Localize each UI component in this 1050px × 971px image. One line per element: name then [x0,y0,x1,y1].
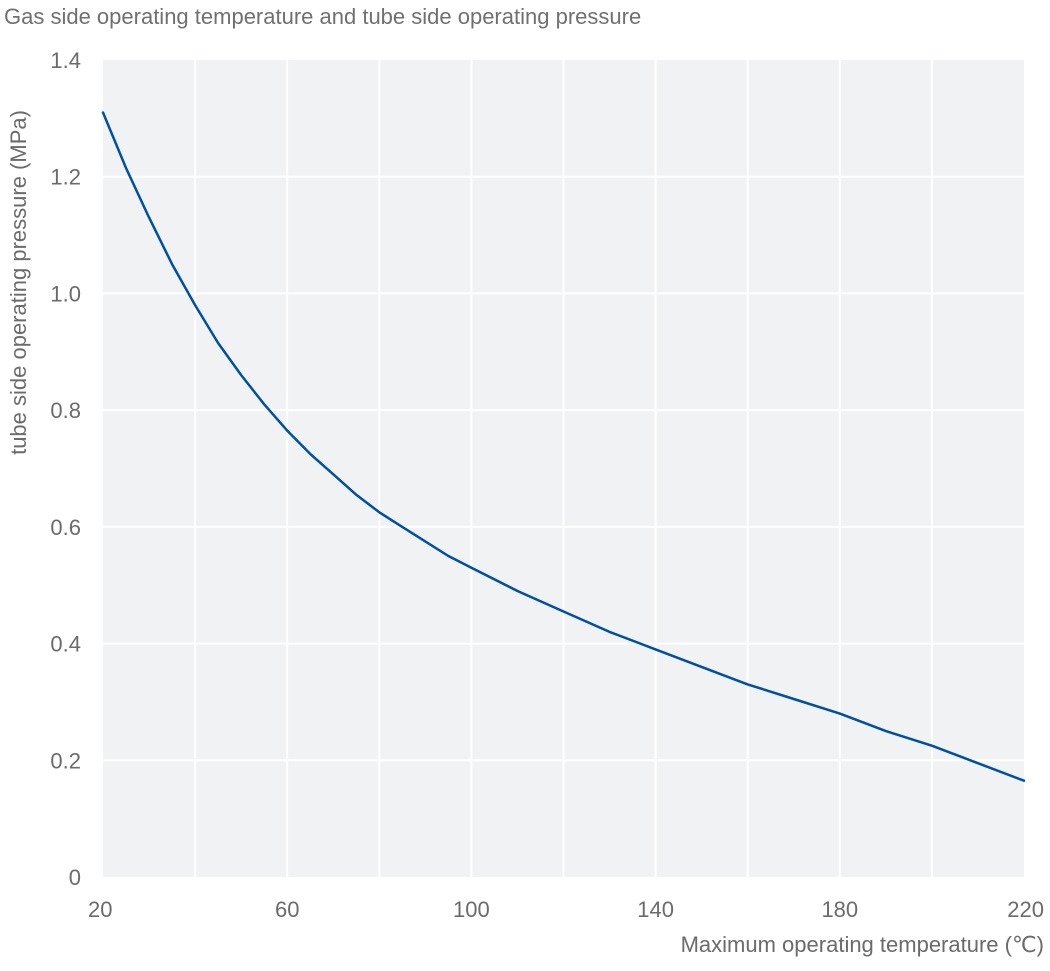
x-tick-label: 60 [275,897,299,922]
chart-title: Gas side operating temperature and tube … [4,4,642,29]
y-tick-label: 1.0 [50,281,81,306]
y-tick-label: 0.2 [50,748,81,773]
y-tick-label: 1.4 [50,48,81,73]
x-tick-label: 140 [637,897,674,922]
x-tick-label: 100 [453,897,490,922]
y-tick-label: 1.2 [50,165,81,190]
x-axis-label: Maximum operating temperature (℃) [681,932,1044,957]
y-tick-label: 0.8 [50,398,81,423]
x-tick-label: 20 [88,897,112,922]
series-line [101,111,1026,782]
y-tick-label: 0 [69,865,81,890]
y-tick-label: 0.6 [50,515,81,540]
y-tick-label: 0.4 [50,632,81,657]
x-tick-label: 180 [821,897,858,922]
x-tick-label: 220 [1007,897,1044,922]
y-axis-label: tube side operating pressure (MPa) [6,110,31,455]
